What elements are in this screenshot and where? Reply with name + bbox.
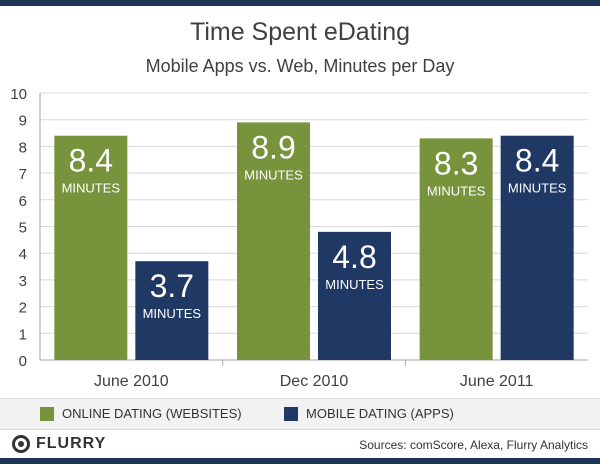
legend: ONLINE DATING (WEBSITES) MOBILE DATING (… xyxy=(0,398,600,430)
legend-label-apps: MOBILE DATING (APPS) xyxy=(306,406,454,421)
data-label-unit: MINUTES xyxy=(62,181,121,196)
data-label-unit: MINUTES xyxy=(143,306,202,321)
y-tick-label: 1 xyxy=(19,326,27,343)
y-tick-label: 3 xyxy=(19,273,27,290)
bar-chart: 0 1 2 3 4 5 6 7 8 9 10 8.4 MINUTES 3.7 MINUTES 8.9 MINU… xyxy=(10,86,588,390)
logo-text: FLURRY xyxy=(36,435,107,452)
y-tick-label: 9 xyxy=(19,113,27,130)
data-label-unit: MINUTES xyxy=(508,181,567,196)
data-label-value: 8.3 xyxy=(434,145,478,181)
y-tick-label: 7 xyxy=(19,166,27,183)
bar xyxy=(500,135,574,360)
x-axis-ticks: June 2010 Dec 2010 June 2011 xyxy=(94,360,534,390)
x-tick-label: June 2011 xyxy=(460,373,534,390)
data-label-unit: MINUTES xyxy=(244,167,303,182)
flurry-logo: FLURRY xyxy=(12,435,106,453)
data-label-value: 4.8 xyxy=(332,239,376,275)
data-label-value: 8.4 xyxy=(69,143,113,179)
flurry-logo-icon xyxy=(12,435,30,453)
data-label-value: 3.7 xyxy=(150,268,194,304)
bottom-border xyxy=(0,458,600,464)
footer: FLURRY Sources: comScore, Alexa, Flurry … xyxy=(0,430,600,458)
legend-label-websites: ONLINE DATING (WEBSITES) xyxy=(62,406,242,421)
x-tick-label: June 2010 xyxy=(94,373,169,390)
y-tick-label: 10 xyxy=(10,86,27,103)
data-label-value: 8.4 xyxy=(515,143,559,179)
bar xyxy=(54,135,128,360)
y-axis-ticks: 0 1 2 3 4 5 6 7 8 9 10 xyxy=(10,86,27,370)
legend-item-apps: MOBILE DATING (APPS) xyxy=(284,406,454,421)
sources-note: Sources: comScore, Alexa, Flurry Analyti… xyxy=(359,438,588,452)
chart-title: Time Spent eDating xyxy=(189,18,411,46)
bar xyxy=(237,122,310,361)
y-tick-label: 0 xyxy=(19,353,27,370)
bars xyxy=(54,122,574,361)
x-tick-label: Dec 2010 xyxy=(280,373,349,390)
legend-item-websites: ONLINE DATING (WEBSITES) xyxy=(40,406,242,421)
y-tick-label: 4 xyxy=(19,246,27,263)
y-tick-label: 8 xyxy=(19,139,27,156)
legend-swatch-websites xyxy=(40,406,54,421)
bar xyxy=(318,231,391,360)
chart-subtitle: Mobile Apps vs. Web, Minutes per Day xyxy=(145,56,455,76)
top-border xyxy=(0,0,600,6)
data-label-unit: MINUTES xyxy=(427,183,486,198)
legend-swatch-apps xyxy=(284,406,298,421)
data-label-value: 8.9 xyxy=(251,129,295,165)
grid-lines xyxy=(39,92,588,361)
y-tick-label: 2 xyxy=(19,300,27,317)
data-label-unit: MINUTES xyxy=(325,277,384,292)
bar xyxy=(135,261,209,360)
y-tick-label: 6 xyxy=(19,193,27,210)
bar xyxy=(419,138,493,360)
y-tick-label: 5 xyxy=(19,220,27,237)
data-labels: 8.4 MINUTES 3.7 MINUTES 8.9 MINUTES 4.8 MINUTES… xyxy=(62,129,567,321)
